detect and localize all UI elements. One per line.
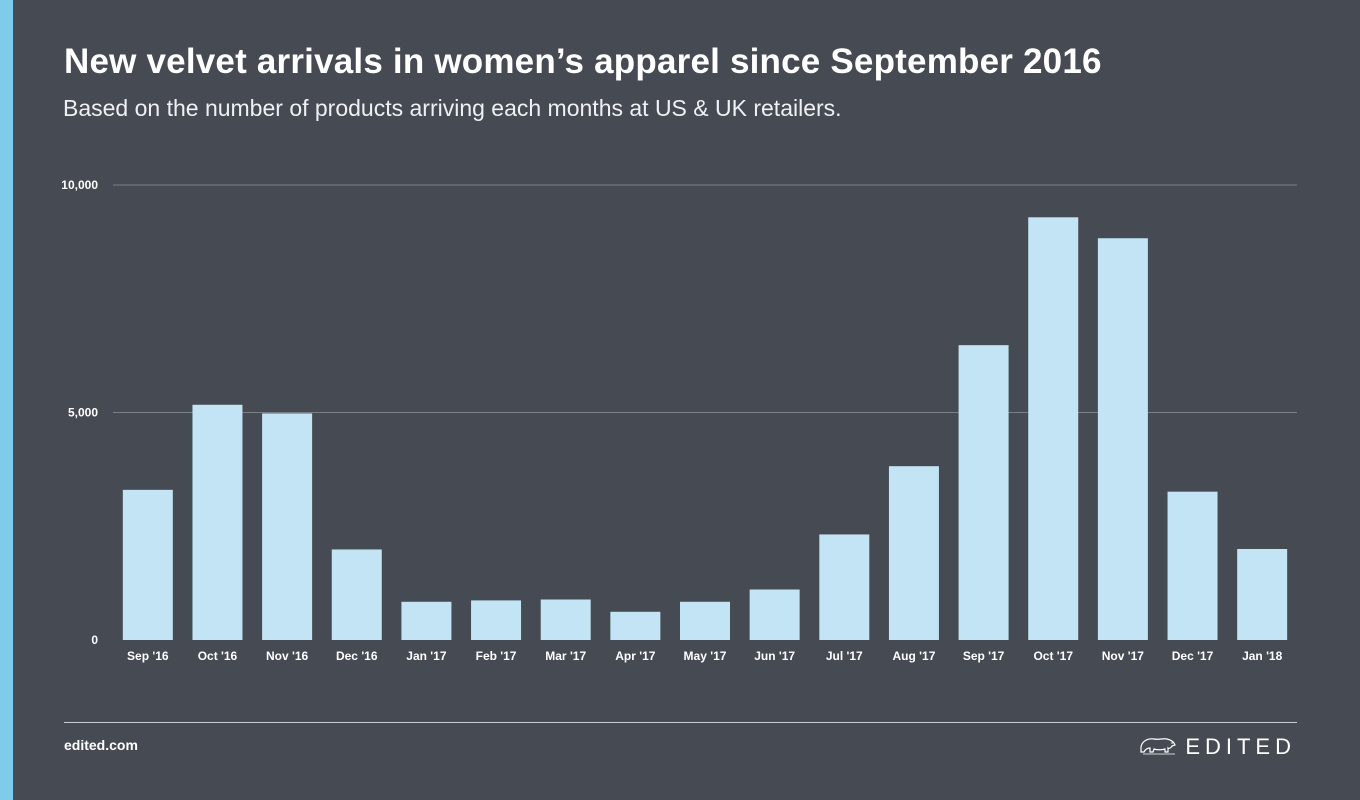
bar [262,413,313,640]
chart-title: New velvet arrivals in women’s apparel s… [64,42,1102,81]
bar [958,345,1009,640]
x-tick-label: Dec '17 [1172,649,1214,663]
bar [540,599,591,640]
x-tick-label: Mar '17 [545,649,586,663]
bar [1028,217,1079,640]
x-tick-label: Sep '16 [127,649,169,663]
left-accent-bar [0,0,13,800]
bar [471,600,522,640]
bar [1097,238,1148,641]
bar [610,611,661,640]
x-tick-label: Nov '17 [1102,649,1145,663]
x-tick-label: Feb '17 [476,649,517,663]
x-tick-label: Dec '16 [336,649,378,663]
polar-bear-icon [1139,733,1177,760]
chart-subtitle: Based on the number of products arriving… [63,95,842,121]
x-tick-label: Oct '17 [1033,649,1073,663]
footer-divider [64,722,1297,723]
bar [122,489,173,640]
x-tick-label: Sep '17 [963,649,1005,663]
bar [331,549,382,640]
x-tick-label: Nov '16 [266,649,309,663]
y-tick-label: 5,000 [68,406,98,420]
x-tick-label: Apr '17 [615,649,656,663]
x-tick-label: Jan '17 [406,649,447,663]
bar [1167,491,1218,640]
bar [1237,549,1288,640]
bar [819,534,870,640]
x-tick-label: May '17 [684,649,727,663]
x-tick-label: Oct '16 [198,649,238,663]
y-tick-label: 10,000 [61,178,98,192]
footer-url: edited.com [64,737,138,753]
x-tick-label: Jul '17 [826,649,863,663]
bar [680,601,730,640]
brand-logo: EDITED [1139,733,1296,760]
brand-name: EDITED [1185,733,1296,759]
x-tick-label: Jun '17 [754,649,795,663]
y-tick-label: 0 [91,633,98,647]
bar [192,404,243,640]
bar [888,466,939,640]
bar [401,601,452,640]
x-tick-label: Jan '18 [1242,649,1283,663]
x-tick-label: Aug '17 [893,649,936,663]
bar [749,589,800,640]
